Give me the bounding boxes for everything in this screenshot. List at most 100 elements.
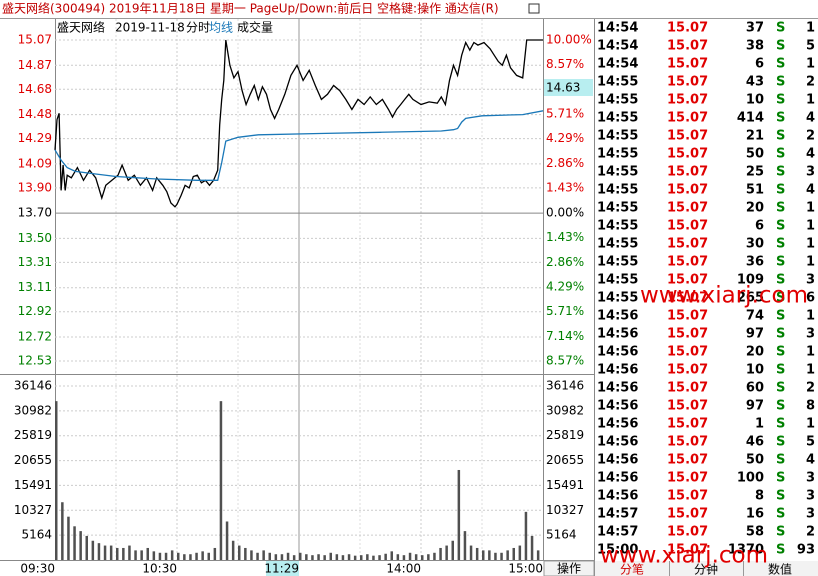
tick-count: 2 (806, 129, 815, 144)
tick-price: 15.07 (667, 39, 708, 54)
tick-volume: 21 (746, 129, 764, 144)
tick-price: 15.07 (667, 399, 708, 414)
tab-label[interactable]: 操作 (557, 561, 581, 576)
v-tick-label: 25819 (14, 428, 52, 442)
volume-bar (427, 554, 430, 560)
tick-time: 14:55 (597, 273, 638, 288)
tick-volume: 60 (746, 381, 764, 396)
tick-time: 14:55 (597, 237, 638, 252)
tick-count: 1 (806, 309, 815, 324)
tick-side: S (776, 21, 785, 36)
tick-count: 2 (806, 525, 815, 540)
volume-bar (408, 552, 412, 560)
window-title: 盛天网络(300494) 2019年11月18日 星期一 PageUp/Down… (2, 1, 499, 16)
window-icon[interactable] (528, 3, 540, 14)
tick-side: S (776, 291, 785, 306)
volume-bar (317, 554, 320, 560)
tick-count: 3 (806, 327, 815, 342)
watermark: www.xiarj.com (600, 543, 768, 569)
tick-price: 15.07 (667, 21, 708, 36)
volume-bar (170, 550, 174, 560)
volume-bar (341, 555, 345, 560)
tick-price: 15.07 (667, 327, 708, 342)
volume-bar (103, 545, 107, 560)
volume-bar (91, 540, 95, 560)
tick-volume: 37 (746, 21, 764, 36)
tick-volume: 74 (746, 309, 764, 324)
tab[interactable] (543, 560, 595, 576)
volume-bar (494, 552, 497, 560)
v-tick-label: 15491 (546, 478, 584, 492)
tick-price: 15.07 (667, 471, 708, 486)
volume-bar (164, 552, 168, 560)
v-tick-label: 10327 (546, 503, 584, 517)
tick-side: S (776, 525, 785, 540)
tick-volume: 97 (746, 327, 764, 342)
tick-count: 3 (806, 489, 815, 504)
v-tick-label: 30982 (546, 403, 584, 417)
tick-time: 14:56 (597, 471, 638, 486)
volume-bar (109, 545, 113, 560)
tick-price: 15.07 (667, 489, 708, 504)
y2-tick-label: 4.29% (546, 280, 584, 294)
tick-time: 14:55 (597, 93, 638, 108)
tick-side: S (776, 543, 785, 558)
tab-label[interactable]: 分钟 (694, 562, 718, 576)
v-tick-label: 25819 (546, 428, 584, 442)
volume-bar (469, 545, 473, 560)
tab-label[interactable]: 数值 (768, 562, 792, 576)
tick-time: 15:00 (597, 543, 638, 558)
tick-time: 14:56 (597, 399, 638, 414)
tick-side: S (776, 309, 785, 324)
tick-time: 14:56 (597, 489, 638, 504)
tick-side: S (776, 345, 785, 360)
tick-count: 5 (806, 39, 815, 54)
volume-bar (213, 547, 217, 560)
tick-price: 15.07 (667, 93, 708, 108)
tick-count: 4 (806, 147, 815, 162)
tick-price: 15.07 (667, 309, 708, 324)
y2-tick-label: 0.00% (546, 205, 584, 219)
tick-count: 2 (806, 381, 815, 396)
y-tick-label: 14.29 (18, 131, 52, 145)
tab-label[interactable]: 分笔 (620, 562, 644, 576)
tick-volume: 16 (746, 507, 764, 522)
tick-price: 15.07 (667, 165, 708, 180)
tick-time: 14:55 (597, 255, 638, 270)
watermark: www.xiarj.com (640, 283, 808, 309)
tick-time: 14:55 (597, 291, 638, 306)
tick-side: S (776, 57, 785, 72)
volume-bar (225, 521, 229, 560)
tick-side: S (776, 381, 785, 396)
tick-price: 15.07 (667, 147, 708, 162)
v-tick-label: 20655 (546, 453, 584, 467)
x-tick-label: 15:00 (508, 562, 543, 576)
tick-price: 15.07 (667, 201, 708, 216)
volume-bar (140, 550, 143, 560)
tab-bar (595, 561, 818, 576)
tick-time: 14:56 (597, 309, 638, 324)
volume-bar (421, 555, 424, 560)
tick-time: 14:55 (597, 165, 638, 180)
y-tick-label: 13.31 (18, 255, 52, 269)
volume-bar (329, 552, 332, 560)
tick-volume: 109 (737, 273, 764, 288)
tick-side: S (776, 471, 785, 486)
tick-time: 14:55 (597, 147, 638, 162)
tick-time: 14:56 (597, 435, 638, 450)
y-tick-label: 13.50 (18, 231, 52, 245)
volume-bar (73, 526, 76, 560)
tick-time: 14:55 (597, 111, 638, 126)
volume-bar (536, 550, 540, 560)
volume-bar (79, 531, 82, 560)
tick-time: 14:56 (597, 417, 638, 432)
volume-bar (128, 545, 131, 560)
tick-price: 15.07 (667, 291, 708, 306)
tick-price: 15.07 (667, 237, 708, 252)
tick-count: 1 (806, 363, 815, 378)
volume-bar (177, 552, 180, 560)
tick-volume: 10 (746, 363, 764, 378)
tick-side: S (776, 399, 785, 414)
